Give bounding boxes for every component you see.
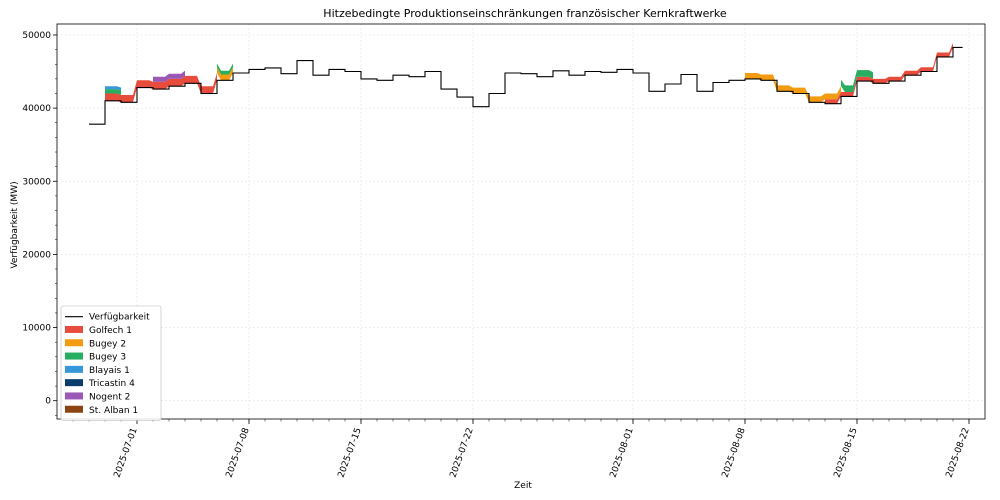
legend-label: Blayais 1 [89, 366, 130, 376]
y-axis-label: Verfügbarkeit (MW) [10, 181, 20, 268]
legend-swatch [65, 379, 83, 387]
availability-line-group [89, 46, 963, 125]
restriction-areas [105, 43, 953, 104]
legend-swatch [65, 325, 83, 333]
restriction-area [217, 67, 233, 81]
y-tick-label: 0 [45, 397, 51, 407]
legend-swatch [65, 405, 83, 413]
restriction-area [841, 70, 873, 92]
x-tick-label: 2025-07-08 [225, 426, 252, 479]
legend-frame [60, 305, 162, 421]
x-tick-label: 2025-08-01 [609, 427, 636, 480]
y-tick-label: 20000 [22, 250, 51, 260]
y-tick-label: 50000 [22, 31, 51, 41]
legend-label: Golfech 1 [89, 326, 132, 336]
y-axis-ticks: 0 10000 20000 30000 40000 50000 [22, 31, 57, 416]
legend-label: St. Alban 1 [89, 406, 138, 416]
legend-label: Nogent 2 [89, 392, 130, 402]
x-tick-label: 2025-07-15 [337, 427, 364, 480]
chart-title: Hitzebedingte Produktionseinschränkungen… [323, 7, 727, 20]
y-tick-label: 40000 [22, 104, 51, 114]
x-tick-label: 2025-07-01 [113, 427, 140, 480]
restriction-area [105, 89, 121, 95]
legend-swatch [65, 352, 83, 360]
y-tick-label: 10000 [22, 324, 51, 334]
legend-swatch [65, 392, 83, 400]
x-axis-label: Zeit [514, 481, 532, 491]
x-tick-label: 2025-08-22 [945, 427, 972, 480]
restriction-area [217, 63, 233, 75]
restriction-area [825, 43, 953, 104]
legend-label: Bugey 2 [89, 339, 126, 349]
x-tick-label: 2025-08-08 [721, 426, 748, 479]
x-tick-label: 2025-07-22 [449, 427, 476, 480]
legend: Verfügbarkeit Golfech 1 Bugey 2 Bugey 3 Blay… [60, 305, 162, 421]
restriction-area [153, 70, 185, 82]
availability-line [89, 46, 963, 125]
restriction-area [105, 73, 217, 103]
legend-swatch [65, 365, 83, 373]
x-axis-ticks: 2025-07-01 2025-07-08 2025-07-15 2025-07-22… [72, 419, 972, 480]
legend-label: Verfügbarkeit [89, 313, 150, 323]
restriction-area [105, 86, 121, 91]
restriction-area [745, 73, 841, 103]
x-tick-label: 2025-08-15 [833, 427, 860, 480]
y-tick-label: 30000 [22, 177, 51, 187]
legend-label: Bugey 3 [89, 353, 126, 363]
legend-label: Tricastin 4 [88, 379, 135, 389]
legend-swatch [65, 339, 83, 347]
